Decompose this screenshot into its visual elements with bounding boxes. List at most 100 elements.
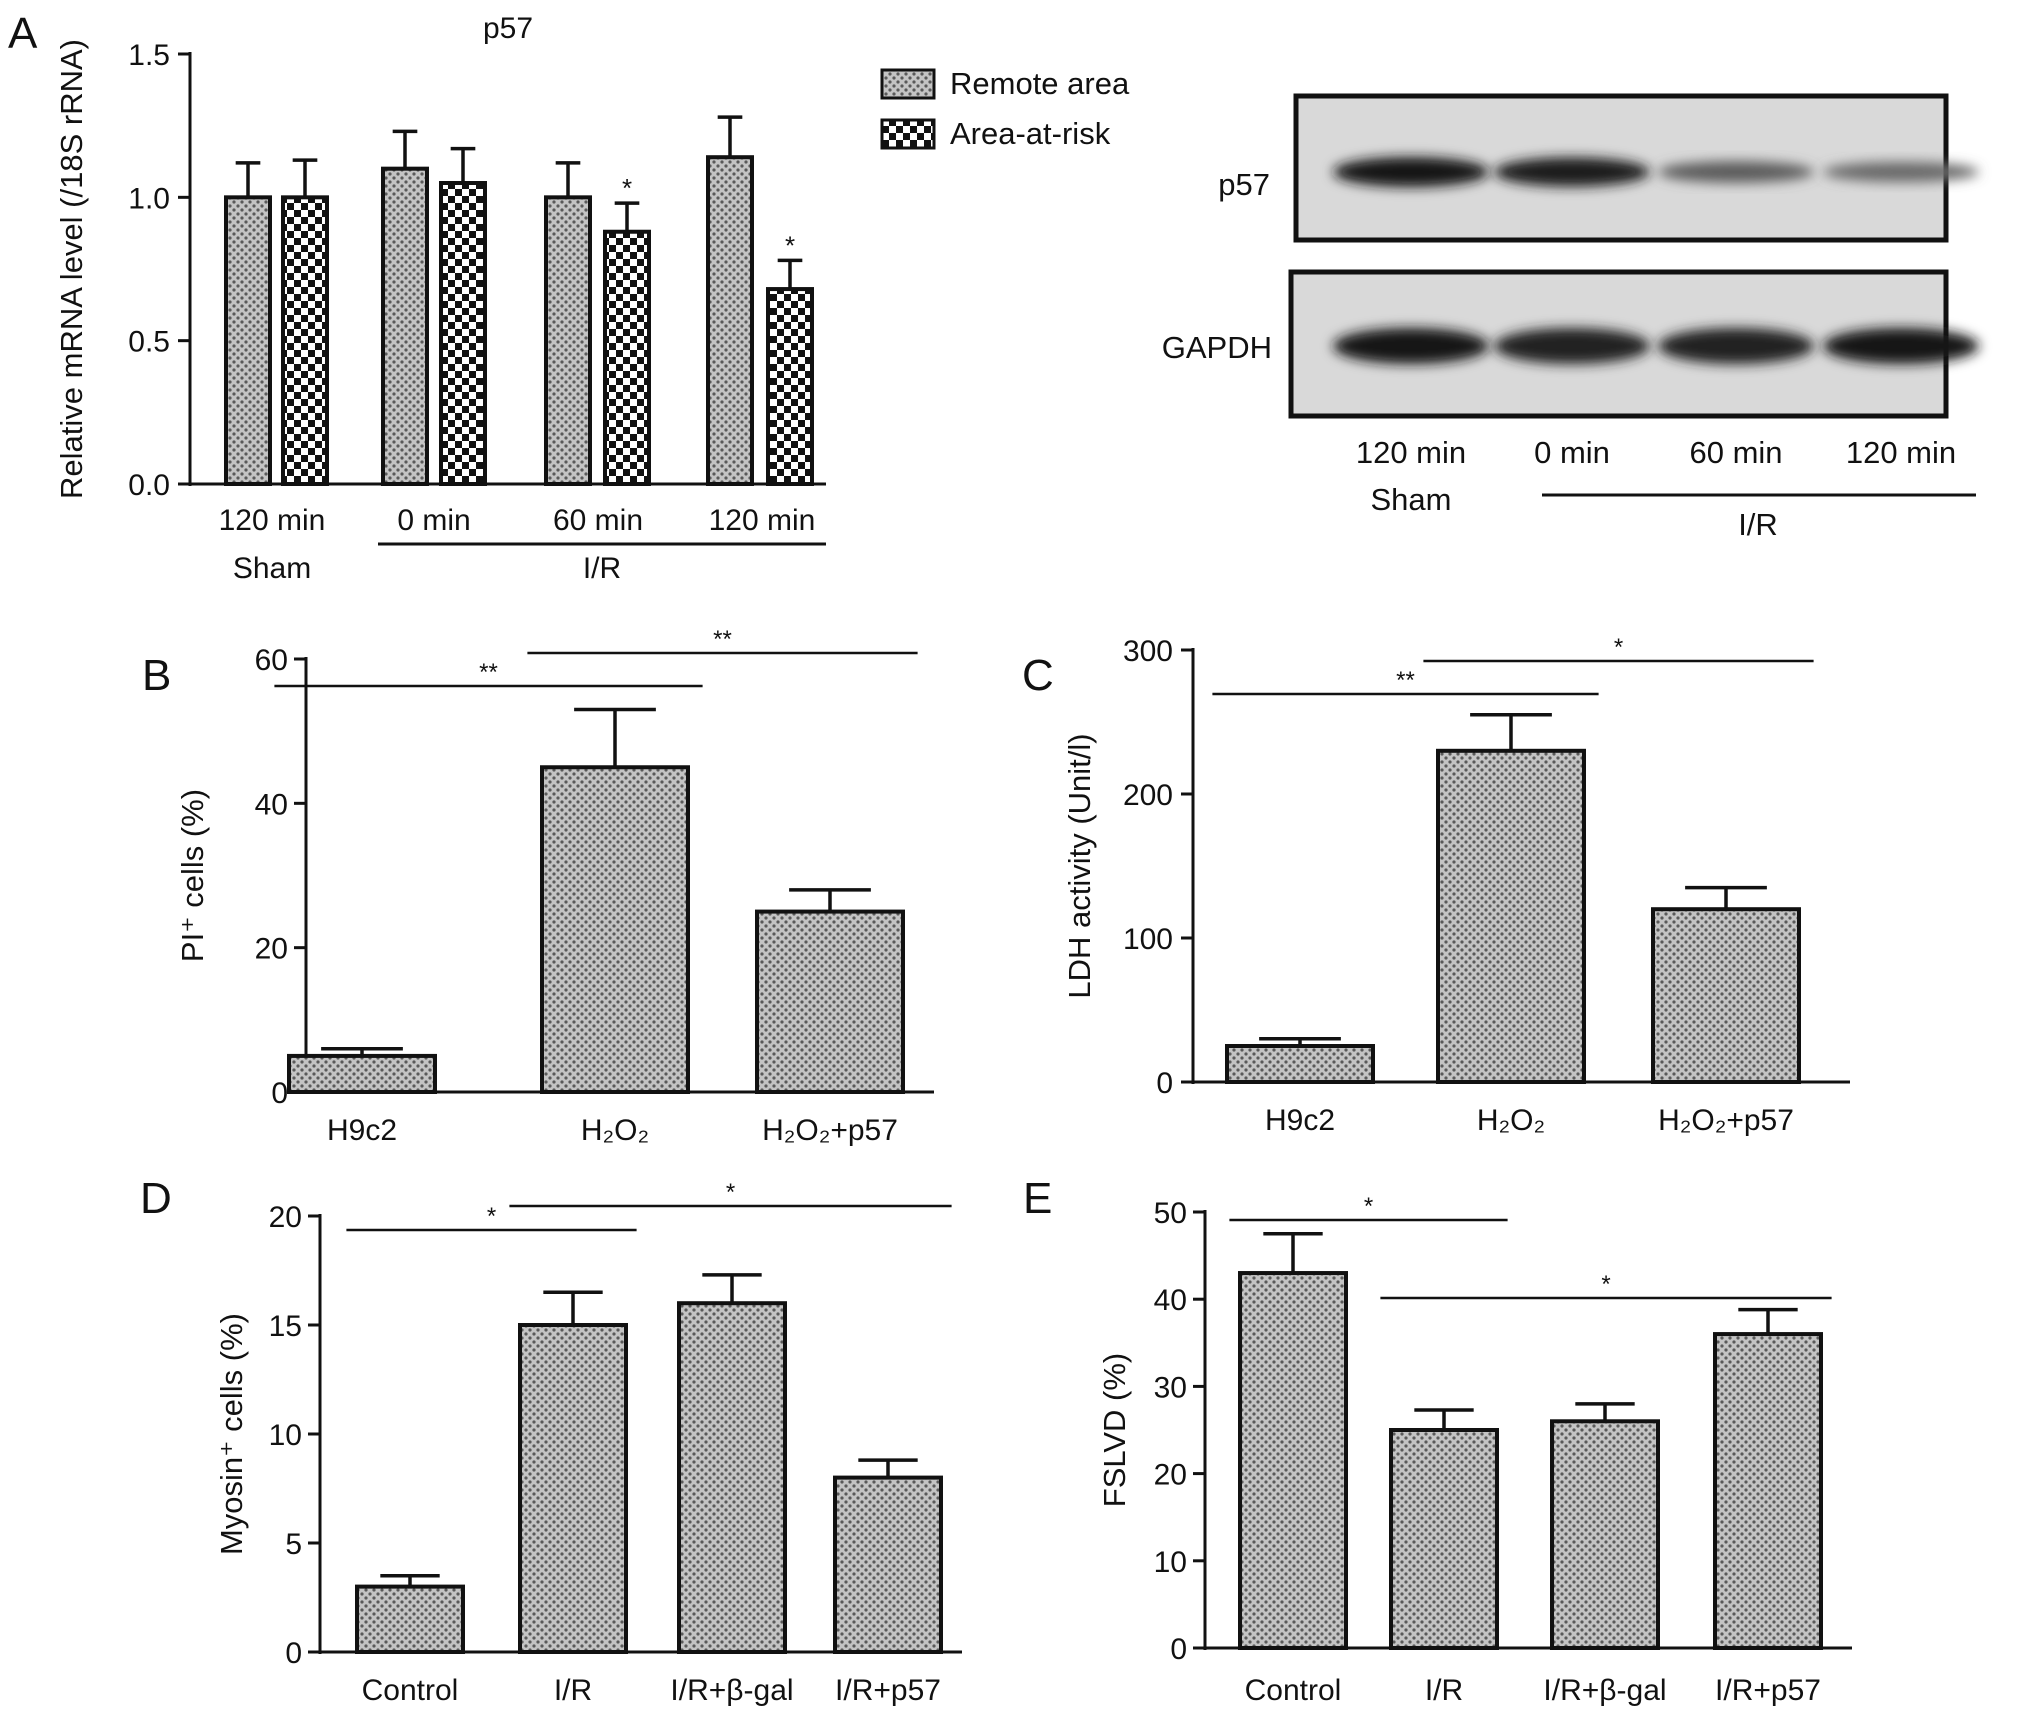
- chart-a-y-tick-label-2: 1.0: [128, 182, 170, 215]
- blot-band-gapdh-1: [1333, 328, 1489, 364]
- chart-b-significance-label-1: **: [713, 626, 732, 653]
- chart-a-group-label-ir: I/R: [583, 552, 621, 585]
- blot-group-label-sham: Sham: [1371, 482, 1452, 517]
- chart-e-y-tick-label-0: 0: [1170, 1633, 1187, 1666]
- blot-lane-label-3: 60 min: [1689, 435, 1782, 470]
- chart-d-category-label-2: I/R+β-gal: [670, 1674, 793, 1707]
- blot-row-label-p57: p57: [1218, 167, 1270, 202]
- chart-d-category-label-0: Control: [362, 1674, 459, 1707]
- chart-d-y-tick-label-0: 0: [285, 1637, 302, 1670]
- chart-a-bar-0-2: [544, 195, 592, 486]
- chart-a-bar-1-1: [439, 181, 487, 486]
- chart-a-category-label-3: 120 min: [709, 504, 816, 537]
- chart-e-y-axis-label: FSLVD (%): [1097, 1353, 1132, 1507]
- blot-band-p57-2: [1494, 157, 1650, 187]
- chart-a-bar-0-0: [224, 195, 272, 486]
- chart-c-ldh-activity-bar-chart: 0 100 200 300 LDH activity (Unit/l) H9c2 H₂O₂ H…: [1062, 634, 1850, 1137]
- chart-b-y-tick-label-1: 20: [255, 933, 288, 966]
- panel-letter-a: A: [8, 9, 38, 58]
- chart-a-significance-1-2: *: [622, 173, 632, 203]
- chart-e-category-label-3: I/R+p57: [1715, 1674, 1821, 1707]
- chart-d-significance-label-1: *: [726, 1179, 735, 1206]
- chart-a-bar-0-1: [381, 166, 429, 487]
- chart-e-significance-label-1: *: [1601, 1271, 1610, 1298]
- chart-d-bar-3: [833, 1475, 943, 1654]
- legend-swatch-remote-area: [880, 68, 936, 100]
- chart-d-y-tick-label-2: 10: [269, 1419, 302, 1452]
- chart-d-y-tick-label-3: 15: [269, 1310, 302, 1343]
- chart-e-y-tick-label-1: 10: [1154, 1546, 1187, 1579]
- chart-c-bar-2: [1651, 907, 1801, 1085]
- chart-b-bar-2: [755, 909, 905, 1094]
- chart-a-category-label-1: 0 min: [397, 504, 470, 537]
- chart-d-bar-0: [355, 1584, 465, 1654]
- chart-c-bar-0: [1225, 1044, 1375, 1084]
- chart-a-title: p57: [483, 12, 533, 45]
- chart-e-category-label-0: Control: [1245, 1674, 1342, 1707]
- blot-lane-label-2: 0 min: [1534, 435, 1610, 470]
- chart-c-significance-label-0: **: [1396, 667, 1415, 694]
- chart-d-significance-label-0: *: [487, 1203, 496, 1230]
- chart-b-category-label-1: H₂O₂: [581, 1114, 649, 1147]
- chart-e-bar-3: [1713, 1332, 1823, 1650]
- chart-b-y-tick-label-2: 40: [255, 788, 288, 821]
- chart-d-category-label-1: I/R: [554, 1674, 592, 1707]
- chart-a-y-tick-label-3: 1.5: [128, 39, 170, 72]
- chart-c-significance-label-1: *: [1614, 634, 1623, 661]
- chart-d-bar-1: [518, 1323, 628, 1654]
- chart-a-y-tick-label-0: 0.0: [128, 469, 170, 502]
- panel-letter-e: E: [1023, 1174, 1052, 1223]
- panel-letter-d: D: [140, 1174, 172, 1223]
- chart-a-category-label-2: 60 min: [553, 504, 643, 537]
- chart-d-bar-2: [677, 1301, 787, 1654]
- blot-band-gapdh-3: [1658, 328, 1814, 364]
- chart-a-y-axis-label: Relative mRNA level (/18S rRNA): [54, 39, 89, 499]
- chart-e-fslvd-bar-chart: 0 10 20 30 40 50 FSLVD (%) Control I/R I/R+β-gal I…: [1097, 1193, 1852, 1707]
- panel-letter-c: C: [1022, 651, 1054, 700]
- blot-band-p57-3: [1658, 161, 1814, 183]
- blot-band-gapdh-4: [1823, 328, 1979, 364]
- chart-b-bar-1: [540, 765, 690, 1094]
- chart-e-y-tick-label-2: 20: [1154, 1459, 1187, 1492]
- legend-swatch-area-at-risk: [880, 118, 936, 150]
- chart-e-significance-label-0: *: [1364, 1193, 1373, 1220]
- chart-c-y-tick-label-2: 200: [1123, 779, 1173, 812]
- chart-d-myosin-cells-bar-chart: 0 5 10 15 20 Myosin⁺ cells (%) Control I/R I/R+β…: [214, 1179, 962, 1707]
- blot-row-label-gapdh: GAPDH: [1162, 330, 1272, 365]
- chart-e-y-tick-label-3: 30: [1154, 1371, 1187, 1404]
- blot-group-label-ir: I/R: [1738, 507, 1778, 542]
- chart-d-category-label-3: I/R+p57: [835, 1674, 941, 1707]
- chart-b-y-tick-label-3: 60: [255, 644, 288, 677]
- chart-e-category-label-1: I/R: [1425, 1674, 1463, 1707]
- chart-e-category-label-2: I/R+β-gal: [1543, 1674, 1666, 1707]
- chart-b-bar-0: [287, 1053, 437, 1094]
- chart-e-bar-0: [1238, 1271, 1348, 1651]
- chart-a-category-label-0: 120 min: [219, 504, 326, 537]
- chart-b-category-label-2: H₂O₂+p57: [762, 1114, 898, 1147]
- chart-c-category-label-1: H₂O₂: [1477, 1104, 1545, 1137]
- chart-b-category-label-0: H9c2: [327, 1114, 397, 1147]
- chart-c-y-tick-label-0: 0: [1156, 1067, 1173, 1100]
- chart-a-bar-1-2: [603, 229, 651, 486]
- chart-e-y-tick-label-5: 50: [1154, 1197, 1187, 1230]
- chart-e-y-tick-label-4: 40: [1154, 1284, 1187, 1317]
- chart-d-y-tick-label-4: 20: [269, 1201, 302, 1234]
- chart-a-legend: Remote area Area-at-risk: [880, 66, 1130, 151]
- blot-band-gapdh-2: [1494, 328, 1650, 364]
- chart-b-y-tick-label-0: 0: [271, 1077, 288, 1110]
- blot-band-p57-4: [1823, 161, 1979, 183]
- chart-c-bar-1: [1436, 748, 1586, 1084]
- blot-lane-label-1: 120 min: [1356, 435, 1466, 470]
- chart-c-category-label-2: H₂O₂+p57: [1658, 1104, 1794, 1137]
- chart-d-y-axis-label: Myosin⁺ cells (%): [214, 1313, 249, 1555]
- blot-band-p57-1: [1333, 157, 1489, 187]
- chart-c-category-label-0: H9c2: [1265, 1104, 1335, 1137]
- chart-a-bar-1-0: [281, 195, 329, 486]
- legend-label-area-at-risk: Area-at-risk: [950, 116, 1111, 151]
- chart-c-y-tick-label-1: 100: [1123, 923, 1173, 956]
- chart-e-bar-1: [1389, 1428, 1499, 1650]
- blot-lane-label-4: 120 min: [1846, 435, 1956, 470]
- chart-b-pi-cells-bar-chart: 0 20 40 60 PI⁺ cells (%) H9c2 H₂O₂ H₂O₂+p57 ** **: [175, 626, 934, 1147]
- chart-b-y-axis-label: PI⁺ cells (%): [175, 789, 210, 962]
- chart-a-bar-0-3: [706, 155, 754, 486]
